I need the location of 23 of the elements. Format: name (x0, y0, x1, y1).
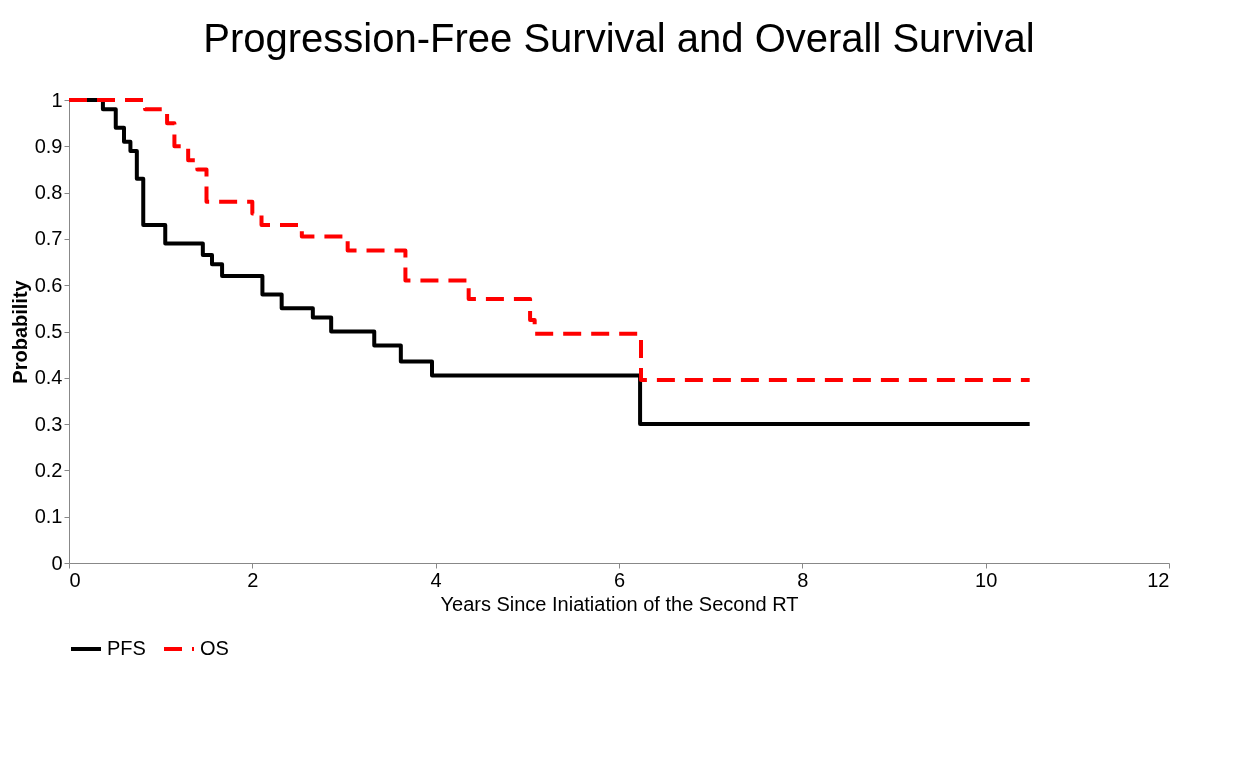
y-tick-label: 1 (51, 88, 63, 111)
y-tick-label: 0.3 (34, 412, 63, 435)
y-tick-label: 0.7 (34, 227, 63, 250)
x-tick-label: 8 (797, 568, 809, 591)
y-tick-label: 0.1 (34, 505, 63, 528)
x-axis-title: Years Since Iniatiation of the Second RT (440, 592, 799, 615)
chart-title: Progression-Free Survival and Overall Survival (203, 16, 1035, 60)
legend-label: OS (200, 637, 229, 659)
y-tick-label: 0.2 (34, 458, 63, 481)
y-tick-label: 0.8 (34, 181, 63, 204)
x-tick-label: 12 (1147, 568, 1170, 591)
x-tick-label: 4 (430, 568, 442, 591)
x-tick-label: 6 (613, 568, 626, 591)
y-tick-label: 0.6 (34, 273, 63, 296)
legend-label: PFS (107, 637, 146, 659)
x-tick-label: 2 (247, 568, 259, 591)
y-tick-label: 0.5 (34, 320, 63, 342)
x-tick-label: 10 (975, 568, 998, 591)
y-tick-label: 0.9 (34, 134, 63, 157)
x-tick-label: 0 (69, 568, 81, 591)
y-tick-label: 0.4 (34, 366, 63, 389)
y-tick-label: 0 (51, 551, 63, 574)
y-axis-title: Probability (8, 279, 31, 384)
